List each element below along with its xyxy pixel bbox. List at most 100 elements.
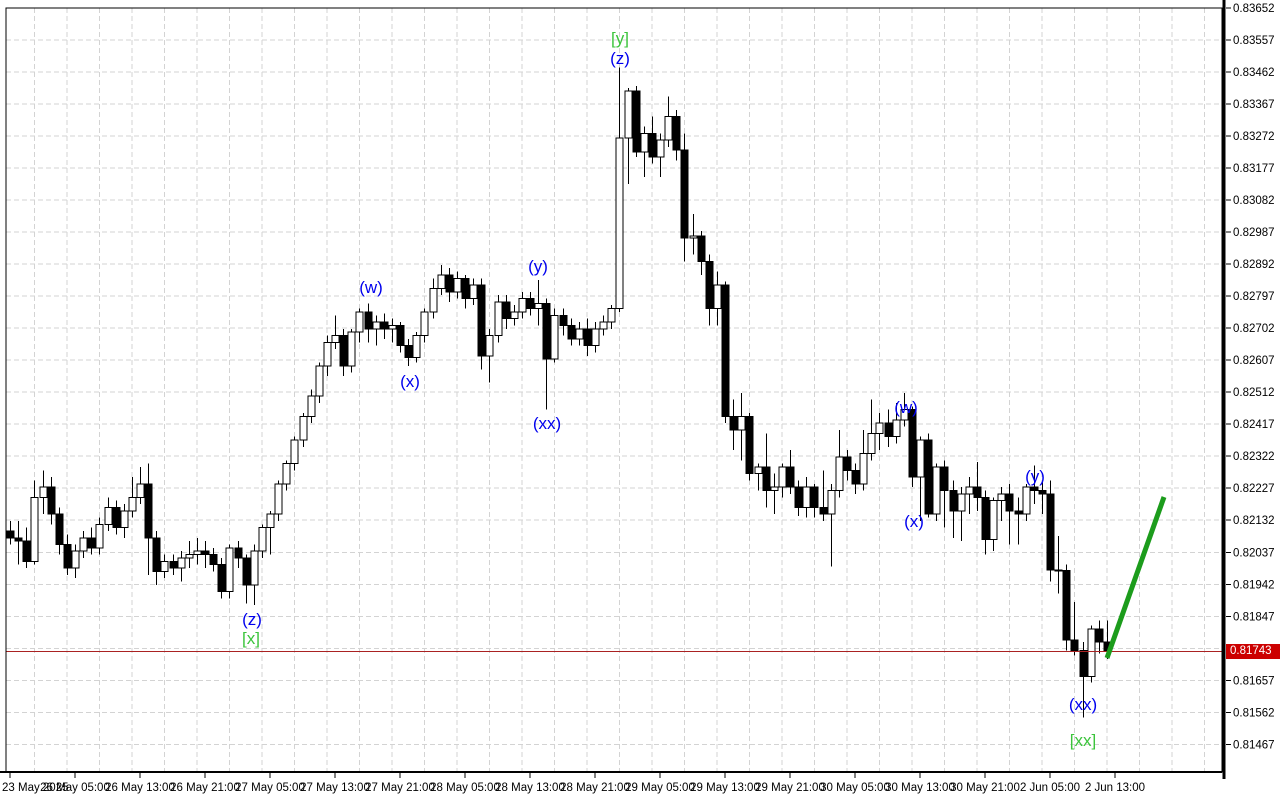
candle [1046,480,1055,582]
candle [160,554,169,579]
x-axis-label: 27 May 21:00 [365,782,435,794]
candle [559,308,568,336]
y-axis-label: 0.82227 [1233,483,1275,495]
x-axis-label: 29 May 21:00 [755,782,825,794]
current-price-tag: 0.81743 [1226,644,1280,659]
candle [810,483,819,518]
candle [485,328,494,383]
candle [1038,480,1047,515]
candle [997,487,1006,521]
candle [827,483,836,567]
candle [1054,536,1063,594]
y-axis-label: 0.83652 [1233,3,1275,15]
candle [136,466,145,505]
x-axis-label: 2 Jun 05:00 [1020,782,1080,794]
candle [949,480,958,538]
wave-label[interactable]: (w) [359,278,383,297]
candle [420,308,429,343]
wave-label[interactable]: (y) [528,257,548,276]
candle [453,271,462,299]
candle [867,399,876,461]
candle [583,318,592,356]
candle [79,531,88,558]
candle [981,490,990,555]
wave-label[interactable]: (x) [904,512,924,531]
candle [729,399,738,451]
forecast-arrow[interactable] [1104,496,1167,659]
candle [737,392,746,461]
candle [152,531,161,585]
candles-layer [6,67,1112,718]
candle [916,436,925,521]
wave-label[interactable]: (x) [400,372,420,391]
candle [875,413,884,451]
wave-label[interactable]: (z) [242,610,262,629]
candle [835,429,844,498]
candle [469,278,478,306]
candle [778,463,787,498]
candle [802,477,811,518]
candle [534,279,543,326]
y-axis-label: 0.82417 [1233,419,1275,431]
candle [526,291,535,316]
candle [412,332,421,363]
candle [567,318,576,346]
wave-label[interactable]: [x] [242,629,260,648]
wave-label[interactable]: [y] [611,29,629,48]
candle [39,470,48,515]
x-axis-label: 29 May 05:00 [625,782,695,794]
wave-labels: (z)[x](w)(x)(y)(xx)[y](z)(w)(x)(y)(xx)[x… [242,29,1097,750]
candle [63,534,72,575]
candle [697,231,706,275]
candle [87,527,96,555]
candle [95,517,104,555]
candle [607,305,616,329]
y-axis-label: 0.83462 [1233,67,1275,79]
candle [201,541,210,569]
candle [932,463,941,521]
candle [859,429,868,491]
y-axis-label: 0.81847 [1233,611,1275,623]
wave-label[interactable]: (w) [894,398,918,417]
candle [721,281,730,424]
candle [1062,564,1071,651]
candle [1014,497,1023,545]
candle [388,318,397,343]
candle [1079,642,1088,718]
candle [331,315,340,350]
candle [461,274,470,309]
candle [550,308,559,363]
candle [518,291,527,319]
candle [656,133,665,178]
wave-label[interactable]: (xx) [1069,695,1097,714]
y-axis-label: 0.82797 [1233,291,1275,303]
x-axis-label: 29 May 13:00 [690,782,760,794]
grid [6,7,1222,772]
candle [307,389,316,424]
candle [851,463,860,494]
wave-label[interactable]: (z) [610,49,630,68]
x-axis-label: 30 May 13:00 [885,782,955,794]
candle [104,497,113,532]
candle [71,544,80,579]
candle [680,133,689,262]
candle [22,527,31,569]
candle [177,551,186,582]
wave-label[interactable]: (y) [1025,467,1045,486]
candle [664,96,673,147]
candle [924,433,933,518]
y-axis-label: 0.81562 [1233,707,1275,719]
candle [209,547,218,572]
candle [884,409,893,447]
wave-label[interactable]: [xx] [1070,731,1096,750]
y-axis-label: 0.82322 [1233,451,1275,463]
candle [225,544,234,599]
x-axis-label: 30 May 21:00 [950,782,1020,794]
candle [258,524,267,558]
candle [794,480,803,516]
candle [940,460,949,528]
wave-label[interactable]: (xx) [533,414,561,433]
